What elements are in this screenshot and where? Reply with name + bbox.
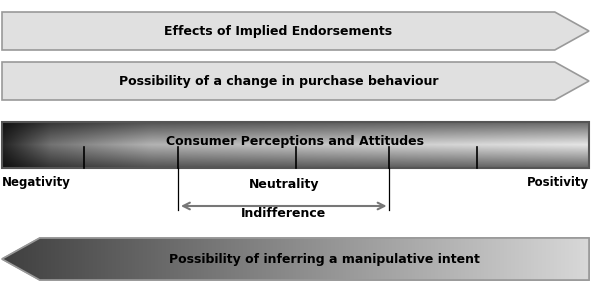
Text: Possibility of inferring a manipulative intent: Possibility of inferring a manipulative … [170, 253, 480, 266]
Text: Indifference: Indifference [241, 207, 326, 220]
Text: Positivity: Positivity [527, 176, 589, 189]
Text: Neutrality: Neutrality [248, 178, 319, 191]
Text: Effects of Implied Endorsements: Effects of Implied Endorsements [164, 24, 392, 37]
Bar [2, 122, 589, 168]
Polygon shape [2, 62, 589, 100]
Polygon shape [2, 12, 589, 50]
Text: Negativity: Negativity [2, 176, 71, 189]
Polygon shape [2, 238, 589, 280]
Text: Consumer Perceptions and Attitudes: Consumer Perceptions and Attitudes [167, 135, 424, 149]
Text: Possibility of a change in purchase behaviour: Possibility of a change in purchase beha… [119, 75, 438, 88]
